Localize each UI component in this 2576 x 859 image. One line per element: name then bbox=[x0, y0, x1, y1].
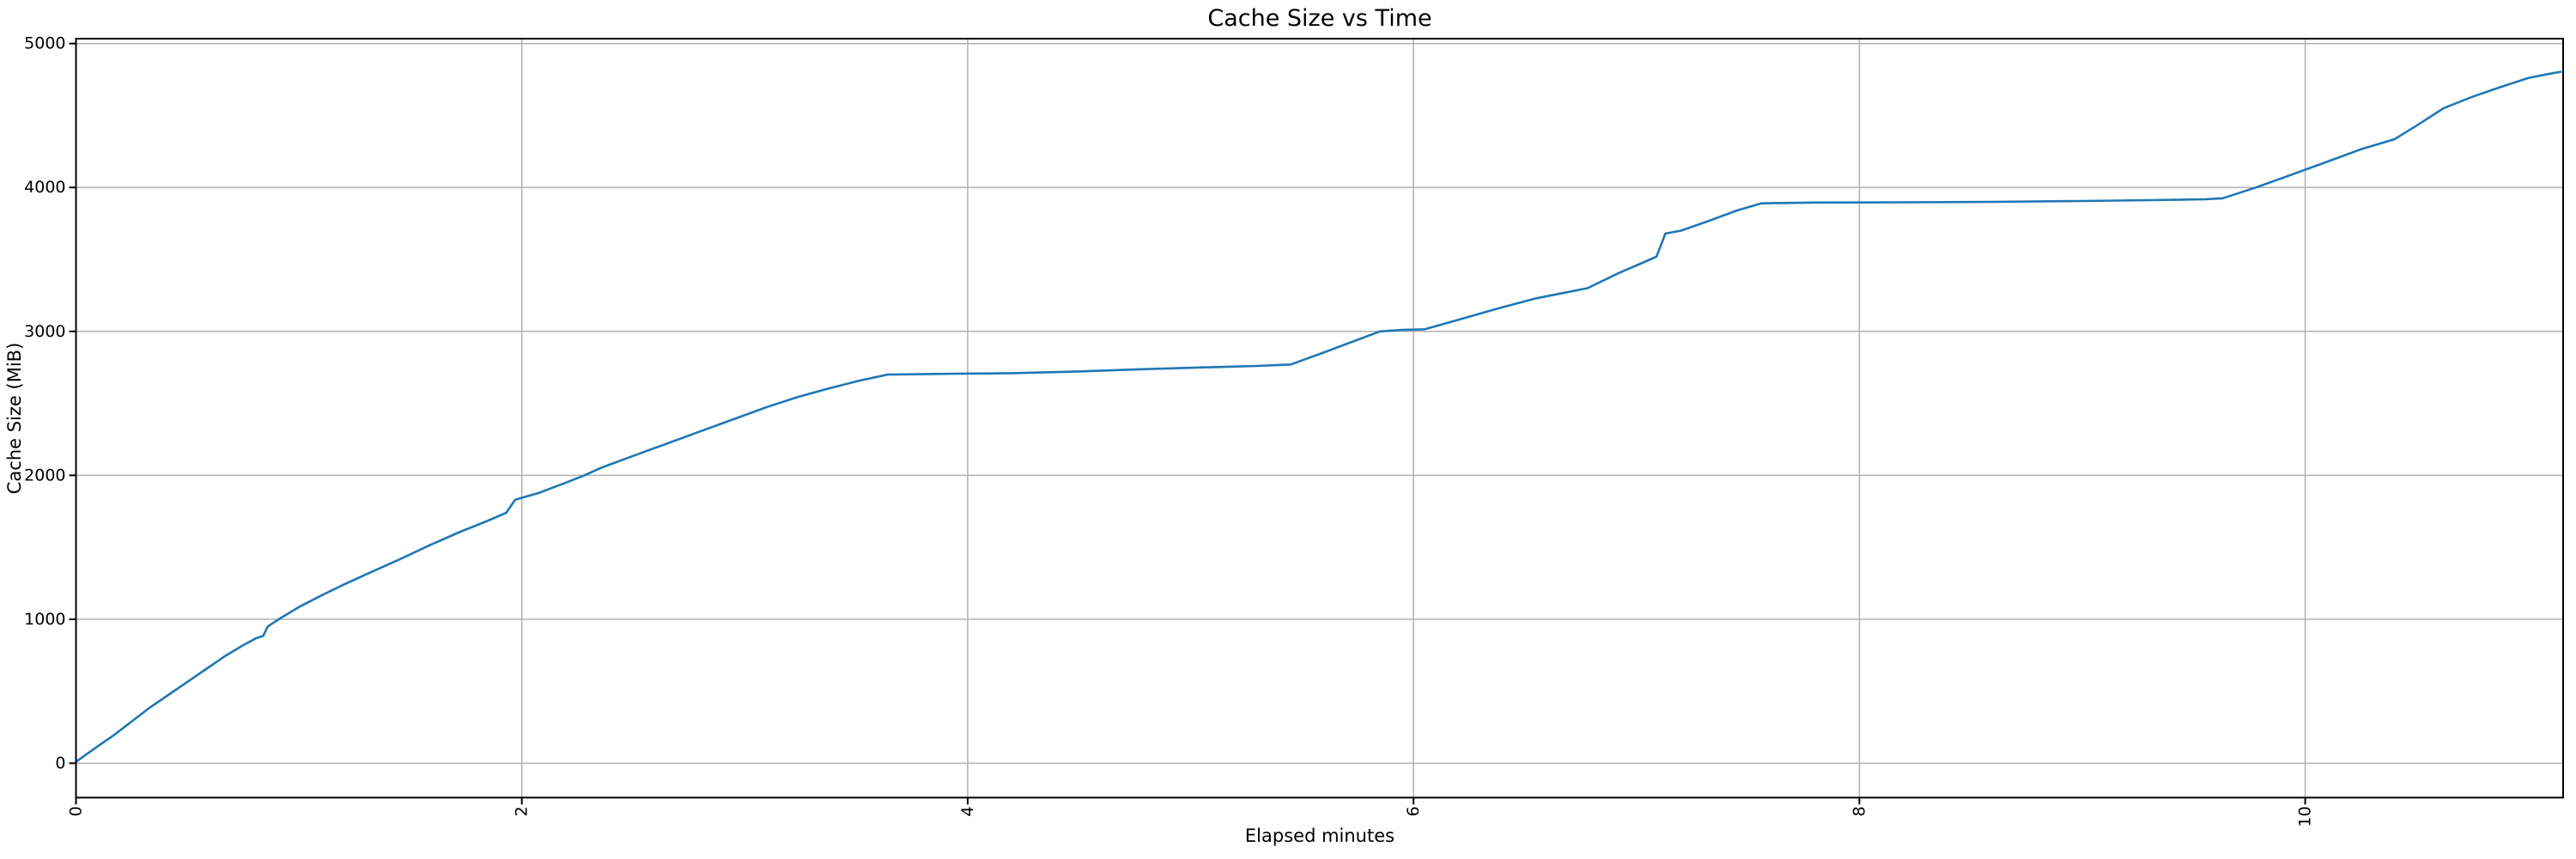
y-tick-label: 0 bbox=[55, 753, 65, 772]
series-layer bbox=[75, 70, 2562, 763]
x-axis-label: Elapsed minutes bbox=[1245, 825, 1394, 846]
y-tick-label: 1000 bbox=[24, 610, 65, 629]
axes-box bbox=[75, 38, 2564, 799]
grid-layer bbox=[75, 39, 2563, 798]
x-tick-label: 8 bbox=[1850, 807, 1868, 817]
y-tick-label: 2000 bbox=[24, 466, 65, 484]
x-tick-label: 4 bbox=[958, 807, 977, 817]
chart-title: Cache Size vs Time bbox=[1207, 5, 1431, 32]
y-tick-labels: 0 1000 2000 3000 4000 5000 bbox=[24, 34, 65, 773]
series-line-cache-size bbox=[75, 70, 2562, 763]
x-tick-label: 2 bbox=[513, 807, 532, 817]
y-tick-label: 5000 bbox=[24, 34, 65, 53]
spine-layer bbox=[75, 38, 2564, 799]
tick-layer bbox=[69, 42, 2306, 805]
y-tick-label: 4000 bbox=[24, 178, 65, 197]
x-tick-label: 6 bbox=[1404, 807, 1423, 817]
x-tick-labels: 0 2 4 6 8 10 bbox=[67, 807, 2315, 827]
y-axis-label: Cache Size (MiB) bbox=[4, 343, 25, 495]
y-tick-label: 3000 bbox=[24, 322, 65, 341]
x-tick-label: 0 bbox=[67, 807, 86, 817]
x-tick-label: 10 bbox=[2296, 807, 2315, 827]
